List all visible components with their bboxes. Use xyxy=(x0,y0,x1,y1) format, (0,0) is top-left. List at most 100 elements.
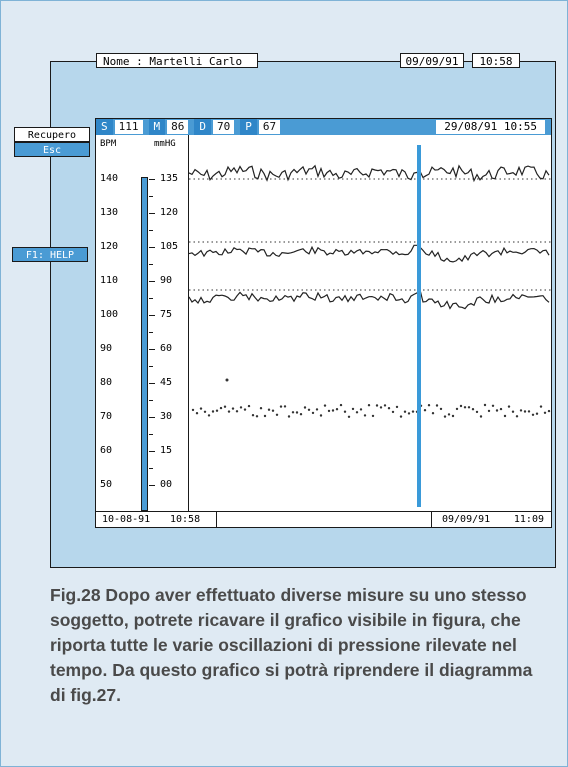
status-datetime: 29/08/91 10:55 xyxy=(436,120,545,134)
help-button[interactable]: F1: HELP xyxy=(12,247,88,262)
pulse-point xyxy=(479,415,483,418)
diastolic-value: 70 xyxy=(213,120,235,134)
pulse-point xyxy=(523,410,527,413)
pulse-point xyxy=(211,410,215,413)
pulse-point xyxy=(391,410,395,414)
pulse-point xyxy=(447,413,451,416)
pulse-point xyxy=(379,406,383,409)
pulse-point xyxy=(511,410,515,413)
scale-minor-tick xyxy=(149,400,153,401)
bpm-tick-label: 120 xyxy=(100,241,119,252)
pulse-point xyxy=(519,409,523,412)
scale-tick xyxy=(149,247,155,248)
mean-value: 86 xyxy=(167,120,189,134)
pulse-point xyxy=(543,411,547,414)
pulse-point xyxy=(527,410,531,413)
scale-tick xyxy=(149,315,155,316)
mmhg-tick-label: 30 xyxy=(160,411,173,422)
pulse-point xyxy=(275,413,279,416)
pulse-point xyxy=(359,408,363,411)
mmhg-tick-label: 45 xyxy=(160,377,173,388)
start-date: 10-08-91 xyxy=(102,514,151,525)
pressure-bar xyxy=(141,177,148,511)
pulse-point xyxy=(407,412,411,415)
pulse-point xyxy=(311,411,315,415)
mmhg-tick-label: 00 xyxy=(160,479,173,490)
diastolic-trace xyxy=(189,288,550,310)
pulse-point xyxy=(235,410,239,413)
pulse-point xyxy=(299,413,303,416)
scale-tick xyxy=(149,213,155,214)
scale-tick xyxy=(149,417,155,418)
trend-chart xyxy=(189,145,551,507)
mmhg-tick-label: 15 xyxy=(160,445,173,456)
pulse-point xyxy=(383,404,387,407)
scale-minor-tick xyxy=(149,366,153,367)
pulse-point xyxy=(243,408,247,411)
mmhg-tick-label: 135 xyxy=(160,173,179,184)
scale-tick xyxy=(149,179,155,180)
pulse-label: P xyxy=(240,119,257,135)
pulse-point xyxy=(515,415,519,418)
pulse-point xyxy=(435,404,439,407)
pulse-point xyxy=(371,414,375,418)
diastolic-label: D xyxy=(194,119,211,135)
pulse-point xyxy=(467,406,471,409)
esc-button[interactable]: Esc xyxy=(14,142,90,157)
end-time: 11:09 xyxy=(513,514,544,525)
pulse-point xyxy=(455,407,459,411)
bpm-tick-label: 100 xyxy=(100,309,119,320)
mean-label: M xyxy=(148,119,166,135)
scale-minor-tick xyxy=(149,196,153,197)
pulse-point xyxy=(507,405,511,408)
scale-panel: BPM mmHG 140 135 130 120 120 105 110 90 100 75 90 6… xyxy=(96,135,189,511)
end-date: 09/09/91 xyxy=(442,514,491,525)
pulse-point xyxy=(499,407,503,411)
start-time: 10:58 xyxy=(170,514,201,525)
pulse-point xyxy=(267,408,271,411)
pulse-point xyxy=(387,407,391,410)
mmhg-tick-label: 60 xyxy=(160,343,173,354)
scale-minor-tick xyxy=(149,468,153,469)
figure-caption: Fig.28 Dopo aver effettuato diverse misu… xyxy=(50,585,533,705)
bpm-tick-label: 80 xyxy=(100,377,113,388)
pulse-point xyxy=(487,409,491,413)
pulse-point xyxy=(531,413,535,416)
recupero-button[interactable]: Recupero xyxy=(14,127,90,142)
pulse-point xyxy=(335,408,339,411)
mmhg-tick-label: 105 xyxy=(160,241,179,252)
pulse-point xyxy=(307,408,311,411)
mean-trace xyxy=(189,244,550,263)
pulse-point xyxy=(327,409,331,413)
pulse-point xyxy=(491,404,495,407)
bpm-tick-label: 110 xyxy=(100,275,119,286)
pulse-point xyxy=(295,411,299,414)
systolic-value: 111 xyxy=(114,120,143,134)
bpm-tick-label: 90 xyxy=(100,343,113,354)
pulse-point xyxy=(271,409,275,412)
scale-minor-tick xyxy=(149,298,153,299)
pulse-point xyxy=(351,407,355,411)
pulse-point xyxy=(239,406,243,409)
bpm-tick-label: 140 xyxy=(100,173,119,184)
pulse-point xyxy=(215,409,219,412)
pulse-point xyxy=(355,411,359,414)
monitor-panel: S 111 M 86 D 70 P 67 29/08/91 10:55 BPM … xyxy=(95,118,552,528)
mmhg-tick-label: 90 xyxy=(160,275,173,286)
pulse-point xyxy=(483,403,487,407)
pulse-point xyxy=(439,407,443,411)
systolic-label: S xyxy=(96,119,113,135)
pulse-point xyxy=(199,407,203,410)
pulse-point xyxy=(251,414,255,417)
time-range-footer: 10-08-91 10:58 09/09/91 11:09 xyxy=(96,511,551,528)
bpm-unit-label: BPM xyxy=(100,139,117,149)
mmhg-unit-label: mmHG xyxy=(154,139,176,149)
pulse-point xyxy=(191,408,195,412)
scale-minor-tick xyxy=(149,264,153,265)
pulse-point xyxy=(375,404,379,407)
pulse-point xyxy=(503,414,507,418)
pulse-points xyxy=(191,378,551,418)
pulse-point xyxy=(259,407,263,410)
end-datetime-box: 09/09/91 11:09 xyxy=(431,512,552,528)
bpm-tick-label: 50 xyxy=(100,479,113,490)
